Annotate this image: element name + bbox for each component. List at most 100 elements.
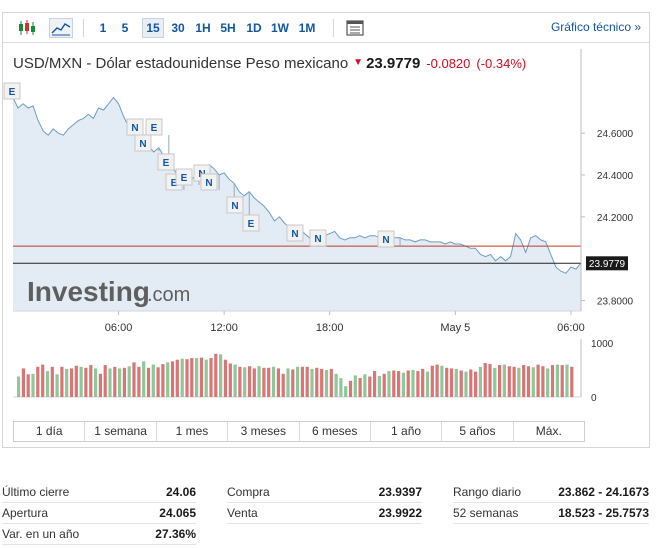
last-price: 23.9779	[366, 55, 421, 72]
price-change: -0.0820	[426, 56, 471, 71]
volume-bar	[223, 359, 227, 397]
volume-bar	[79, 366, 83, 397]
interval-button-30[interactable]: 30	[171, 21, 185, 35]
volume-bar	[531, 367, 535, 397]
x-tick-label: 06:00	[105, 322, 133, 334]
price-chart[interactable]: 24.6000 24.4000 24.2000 23.8000 06:00 12:00 1…	[3, 13, 649, 413]
volume-bar	[45, 371, 50, 397]
range-button-1[interactable]: 1 semana	[85, 422, 157, 441]
volume-bar	[233, 364, 237, 397]
stat-value: 27.36%	[155, 527, 196, 541]
news-marker[interactable]: N	[200, 173, 220, 191]
volume-bar	[411, 370, 415, 397]
x-tick-label: 12:00	[210, 322, 238, 334]
volume-bar	[195, 358, 199, 397]
marker-box	[242, 214, 260, 232]
summary-stats: Último cierre 24.06 Apertura 24.065 Var. en …	[0, 482, 656, 548]
volume-bar	[214, 353, 218, 397]
volume-bar	[209, 358, 213, 397]
marker-letter: N	[231, 201, 238, 212]
volume-bar	[517, 367, 521, 397]
volume-bar	[416, 371, 420, 397]
x-tick-label: 06:00	[557, 322, 585, 334]
news-marker[interactable]: N	[226, 183, 244, 214]
volume-bar	[358, 378, 362, 397]
stat-label: Compra	[227, 485, 270, 499]
interval-button-1w[interactable]: 1W	[271, 21, 289, 35]
range-button-6[interactable]: 5 años	[442, 422, 514, 441]
news-marker[interactable]: N	[286, 224, 304, 242]
volume-bar	[373, 371, 377, 397]
range-button-7[interactable]: Máx.	[535, 424, 562, 438]
volume-bar	[339, 378, 343, 397]
news-marker[interactable]: N	[377, 230, 401, 248]
candlestick-icon[interactable]	[15, 18, 39, 38]
volume-bar	[204, 359, 208, 397]
range-button-3[interactable]: 3 meses	[228, 422, 300, 441]
stat-row: Rango diario 23.862 - 24.1673	[453, 482, 649, 503]
volume-bar	[377, 375, 381, 397]
watermark-brand: Investing	[27, 276, 150, 307]
volume-bar	[474, 371, 478, 397]
stat-value: 23.9397	[378, 485, 422, 499]
volume-bar	[387, 371, 391, 397]
news-marker[interactable]: N	[134, 134, 160, 152]
volume-bar	[151, 364, 155, 397]
volume-bar	[228, 363, 232, 397]
y-tick-label: 23.8000	[597, 297, 634, 308]
marker-box	[3, 82, 21, 100]
volume-bar	[464, 371, 468, 397]
marker-letter: E	[9, 87, 16, 98]
area-chart-icon[interactable]	[49, 18, 73, 38]
marker-letter: E	[171, 178, 178, 189]
interval-button-1d[interactable]: 1D	[246, 21, 262, 35]
volume-bar	[440, 365, 444, 397]
table-icon[interactable]	[344, 18, 368, 38]
interval-button-5[interactable]: 5	[121, 21, 129, 35]
volume-bar	[353, 375, 357, 397]
volume-bar	[320, 368, 324, 397]
volume-bar	[170, 361, 175, 397]
volume-bar	[103, 365, 107, 397]
y-tick-label: 24.6000	[597, 129, 634, 140]
stats-column-3: Rango diario 23.862 - 24.1673 52 semanas 18…	[453, 482, 649, 524]
news-marker[interactable]: E	[3, 82, 21, 100]
volume-bar	[257, 366, 261, 397]
news-marker[interactable]: E	[242, 191, 260, 232]
interval-button-1[interactable]: 1	[99, 21, 107, 35]
marker-letter: N	[314, 234, 321, 245]
volume-bar	[425, 371, 430, 397]
volume-bar	[238, 366, 242, 397]
volume-bar	[31, 373, 35, 397]
stat-value: 23.862 - 24.1673	[558, 485, 649, 499]
range-button-2[interactable]: 1 mes	[157, 422, 229, 441]
stat-label: Apertura	[2, 506, 49, 520]
interval-button-15[interactable]: 15	[142, 18, 164, 38]
chart-widget: 1 5 15 30 1H 5H 1D 1W 1M Gráfico técnico » USD/M…	[2, 12, 650, 448]
volume-bar	[69, 368, 74, 397]
news-marker[interactable]: N	[309, 229, 327, 247]
range-button-4[interactable]: 6 meses	[300, 422, 371, 441]
volume-bar	[421, 368, 425, 397]
range-button-5[interactable]: 1 año	[371, 422, 443, 441]
stat-label: Var. en un año	[2, 527, 80, 541]
volume-bar	[324, 370, 329, 397]
interval-button-1h[interactable]: 1H	[195, 21, 211, 35]
volume-bar	[156, 367, 160, 397]
marker-box	[134, 134, 152, 152]
volume-bar	[570, 366, 574, 397]
range-button-0[interactable]: 1 día	[14, 422, 86, 441]
stat-label: Rango diario	[453, 485, 522, 499]
volume-bar	[507, 366, 511, 397]
time-range-selector: 1 día 1 semana 1 mes 3 meses 6 meses 1 año 5 a…	[13, 421, 585, 442]
volume-bar	[512, 366, 516, 397]
volume-bar	[483, 363, 487, 397]
volume-bar	[291, 369, 295, 397]
interval-button-1m[interactable]: 1M	[298, 21, 316, 35]
volume-bar	[546, 368, 550, 397]
marker-letter: N	[131, 123, 138, 134]
stat-value: 24.06	[165, 485, 196, 499]
technical-chart-link[interactable]: Gráfico técnico »	[550, 20, 641, 34]
interval-button-5h[interactable]: 5H	[220, 21, 236, 35]
volume-bar	[397, 371, 401, 397]
